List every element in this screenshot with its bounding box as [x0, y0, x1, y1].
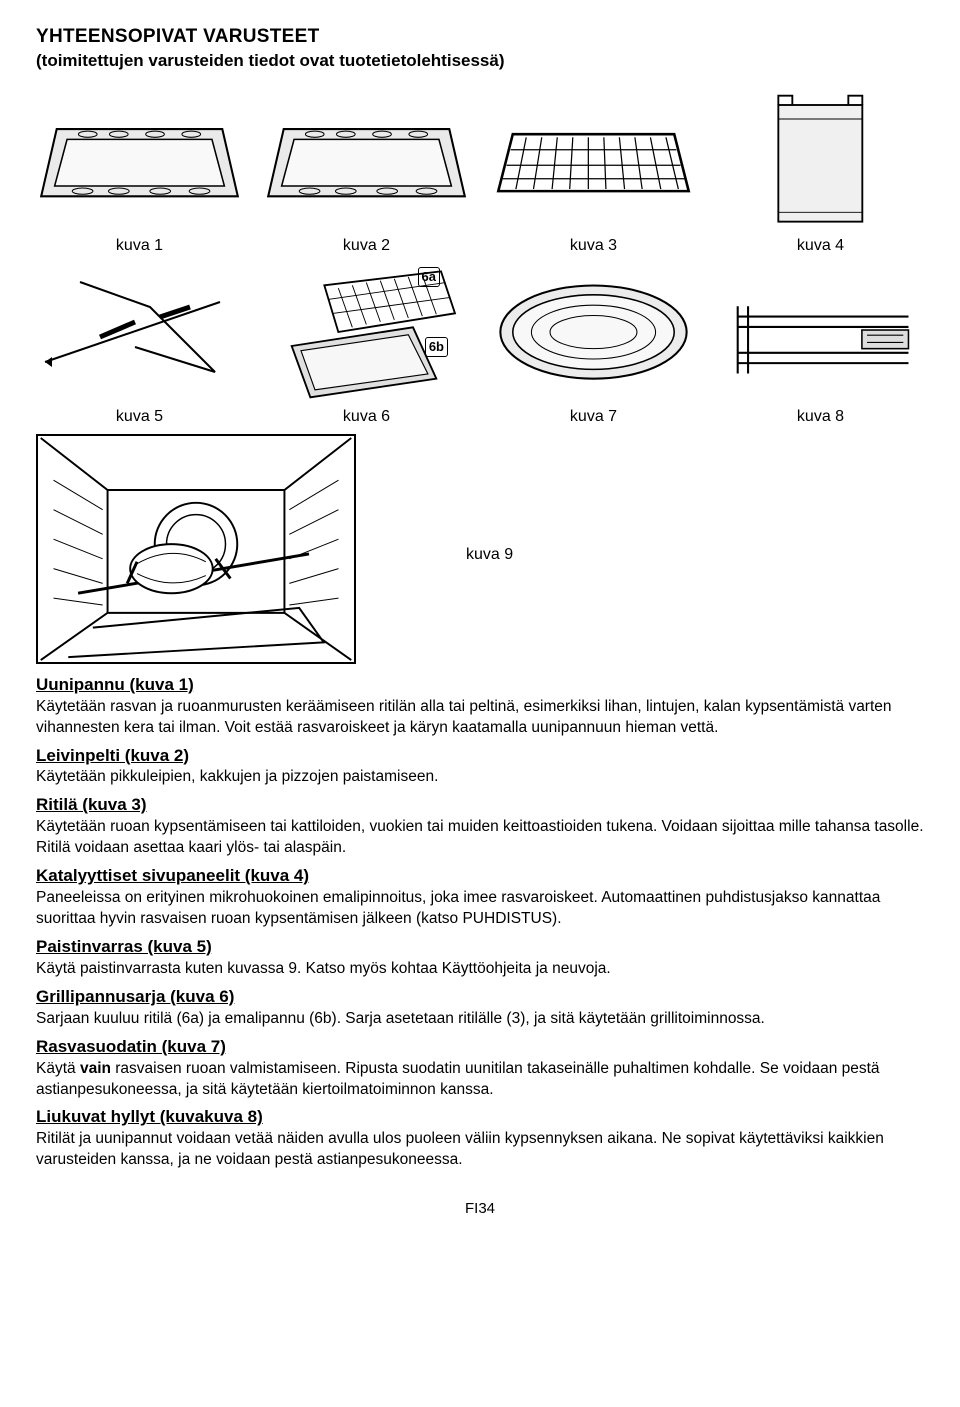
deep-tray-icon [36, 98, 243, 222]
body-ritila: Käytetään ruoan kypsentämiseen tai katti… [36, 817, 924, 859]
caption-5: kuva 5 [36, 406, 243, 428]
heading-leivinpelti: Leivinpelti (kuva 2) [36, 745, 924, 768]
heading-uunipannu: Uunipannu (kuva 1) [36, 674, 924, 697]
heading-rasvasuodatin: Rasvasuodatin (kuva 7) [36, 1036, 924, 1059]
baking-tray-icon [263, 98, 470, 222]
body-grillipannusarja: Sarjaan kuuluu ritilä (6a) ja emalipannu… [36, 1009, 924, 1030]
figure-2: kuva 2 [263, 91, 470, 257]
figure-4: kuva 4 [717, 91, 924, 257]
body-rasvasuodatin-2: rasvaisen ruoan valmistamiseen. Ripusta … [36, 1060, 880, 1098]
label-6b: 6b [425, 337, 448, 357]
side-panel-icon [755, 91, 886, 231]
figure-9 [36, 434, 356, 664]
page-number: FI34 [36, 1199, 924, 1219]
figure-6: 6a 6b kuva 6 [263, 262, 470, 428]
grease-filter-icon [490, 270, 697, 394]
page-title: YHTEENSOPIVAT VARUSTEET [36, 24, 924, 50]
caption-2: kuva 2 [263, 235, 470, 257]
body-katalyyttiset: Paneeleissa on erityinen mikrohuokoinen … [36, 888, 924, 930]
caption-3: kuva 3 [490, 235, 697, 257]
figure-7: kuva 7 [490, 262, 697, 428]
body-uunipannu: Käytetään rasvan ja ruoanmurusten kerääm… [36, 697, 924, 739]
body-rasvasuodatin-bold: vain [80, 1060, 111, 1077]
figure-5: kuva 5 [36, 262, 243, 428]
figure-9-row: kuva 9 [36, 434, 924, 668]
heading-katalyyttiset: Katalyyttiset sivupaneelit (kuva 4) [36, 865, 924, 888]
label-6a: 6a [418, 267, 440, 287]
figure-1: kuva 1 [36, 91, 243, 257]
body-leivinpelti: Käytetään pikkuleipien, kakkujen ja pizz… [36, 767, 924, 788]
body-rasvasuodatin: Käytä vain rasvaisen ruoan valmistamisee… [36, 1059, 924, 1101]
sliding-rails-icon [717, 270, 924, 394]
turnspit-icon [40, 262, 240, 402]
figure-row-2: kuva 5 6a 6b kuva 6 [36, 262, 924, 428]
caption-9: kuva 9 [466, 544, 513, 668]
heading-grillipannusarja: Grillipannusarja (kuva 6) [36, 986, 924, 1009]
caption-1: kuva 1 [36, 235, 243, 257]
caption-7: kuva 7 [490, 406, 697, 428]
heading-ritila: Ritilä (kuva 3) [36, 794, 924, 817]
caption-4: kuva 4 [717, 235, 924, 257]
body-paistinvarras: Käytä paistinvarrasta kuten kuvassa 9. K… [36, 959, 924, 980]
body-rasvasuodatin-1: Käytä [36, 1060, 80, 1077]
caption-6: kuva 6 [263, 406, 470, 428]
heading-paistinvarras: Paistinvarras (kuva 5) [36, 936, 924, 959]
page-subtitle: (toimitettujen varusteiden tiedot ovat t… [36, 50, 924, 73]
caption-8: kuva 8 [717, 406, 924, 428]
figure-3: kuva 3 [490, 91, 697, 257]
heading-liukuvat: Liukuvat hyllyt (kuvakuva 8) [36, 1106, 924, 1129]
wire-rack-icon [490, 98, 697, 222]
figure-row-1: kuva 1 kuva 2 [36, 91, 924, 257]
oven-interior-icon [38, 436, 354, 662]
figure-8: kuva 8 [717, 262, 924, 428]
body-liukuvat: Ritilät ja uunipannut voidaan vetää näid… [36, 1129, 924, 1171]
